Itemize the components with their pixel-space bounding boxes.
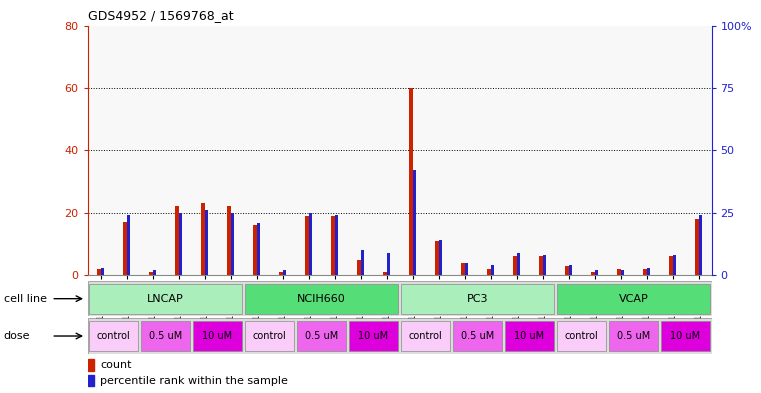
Text: 0.5 uM: 0.5 uM [617,331,650,341]
Bar [357,259,361,275]
Bar [673,255,676,275]
Bar [591,272,595,275]
Bar [565,266,569,275]
Bar [557,284,710,314]
Bar [361,250,364,275]
Bar [97,269,101,275]
Text: NCIH660: NCIH660 [297,294,346,304]
Bar [179,213,182,275]
Text: cell line: cell line [4,294,47,304]
Bar [349,321,398,351]
Text: 0.5 uM: 0.5 uM [461,331,494,341]
Bar [297,321,346,351]
Bar [227,206,231,275]
Text: control: control [97,331,130,341]
Bar [387,253,390,275]
Bar [438,240,441,275]
Text: dose: dose [4,331,30,341]
Text: 0.5 uM: 0.5 uM [149,331,182,341]
Bar [304,216,309,275]
Bar [699,215,702,275]
Bar [231,213,234,275]
Bar [409,88,413,275]
Text: LNCAP: LNCAP [147,294,184,304]
Bar [201,203,205,275]
Bar [557,321,607,351]
Bar [100,268,103,275]
Text: percentile rank within the sample: percentile rank within the sample [100,376,288,386]
Bar [123,222,127,275]
Text: 10 uM: 10 uM [202,331,233,341]
Bar [460,263,465,275]
Bar [505,321,554,351]
Bar [647,268,650,275]
Bar [669,256,673,275]
Bar [453,321,502,351]
Bar [642,269,648,275]
Text: 10 uM: 10 uM [514,331,545,341]
Bar [193,321,242,351]
Bar [695,219,699,275]
Bar [661,321,710,351]
Bar [88,375,94,386]
Bar [282,270,285,275]
Bar [253,225,257,275]
Bar [486,269,492,275]
Bar [245,321,295,351]
Bar [205,210,208,275]
Bar [308,213,312,275]
Text: control: control [253,331,286,341]
Text: 10 uM: 10 uM [670,331,701,341]
Bar [594,270,597,275]
Text: count: count [100,360,132,370]
Bar [517,253,520,275]
Text: PC3: PC3 [466,294,489,304]
Bar [401,284,554,314]
Bar [568,265,572,275]
Bar [335,215,338,275]
Bar [88,359,94,371]
Bar [620,270,624,275]
Text: 0.5 uM: 0.5 uM [305,331,338,341]
Bar [616,269,621,275]
Bar [401,321,451,351]
Bar [245,284,398,314]
Bar [89,284,242,314]
Bar [256,223,260,275]
Bar [435,241,439,275]
Bar [491,265,494,275]
Text: 10 uM: 10 uM [358,331,389,341]
Bar [609,321,658,351]
Text: control: control [565,331,598,341]
Text: control: control [409,331,442,341]
Bar [330,216,336,275]
Bar [383,272,387,275]
Bar [148,272,153,275]
Bar [152,270,156,275]
Bar [464,263,468,275]
Text: GDS4952 / 1569768_at: GDS4952 / 1569768_at [88,9,233,22]
Bar [89,321,139,351]
Bar [412,170,416,275]
Bar [539,256,543,275]
Text: VCAP: VCAP [619,294,648,304]
Bar [543,255,546,275]
Bar [174,206,180,275]
Bar [126,215,129,275]
Bar [513,256,517,275]
Bar [279,272,283,275]
Bar [141,321,190,351]
